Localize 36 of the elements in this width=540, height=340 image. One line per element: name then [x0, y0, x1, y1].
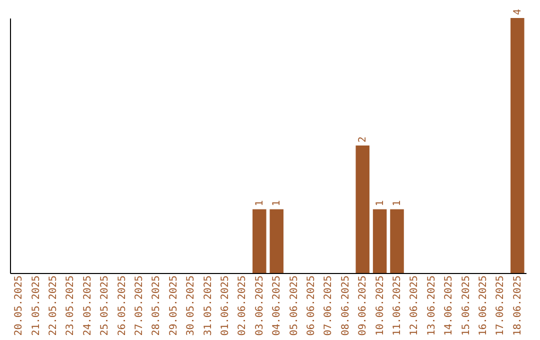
x-tick-label: 02.06.2025 — [237, 276, 248, 336]
data-label: 1 — [374, 200, 386, 206]
x-tick-label: 12.06.2025 — [409, 276, 420, 336]
x-tick-label: 21.05.2025 — [30, 276, 42, 336]
x-tick-label: 17.06.2025 — [495, 276, 506, 336]
x-tick-label: 04.06.2025 — [272, 276, 283, 336]
x-tick-label: 16.06.2025 — [478, 276, 489, 336]
x-tick-label: 20.05.2025 — [14, 276, 25, 336]
data-label: 1 — [254, 200, 266, 206]
x-tick-label: 03.06.2025 — [254, 276, 266, 336]
x-tick-label: 14.06.2025 — [444, 276, 455, 336]
x-tick-label: 30.05.2025 — [186, 276, 197, 336]
x-tick-label: 27.05.2025 — [134, 276, 145, 336]
x-tick-label: 10.06.2025 — [374, 276, 386, 336]
x-tick-label: 31.05.2025 — [202, 276, 214, 336]
x-tick-label: 11.06.2025 — [392, 276, 403, 336]
x-tick-label: 08.06.2025 — [340, 276, 352, 336]
data-label: 1 — [392, 200, 403, 206]
x-tick-label: 25.05.2025 — [100, 276, 111, 336]
x-tick-label: 24.05.2025 — [82, 276, 94, 336]
x-tick-label: 15.06.2025 — [460, 276, 472, 336]
data-label: 1 — [272, 200, 283, 206]
x-tick-label: 01.06.2025 — [220, 276, 231, 336]
x-tick-label: 05.06.2025 — [288, 276, 300, 336]
data-label: 2 — [358, 136, 369, 142]
x-tick-label: 23.05.2025 — [65, 276, 76, 336]
x-tick-label: 18.06.2025 — [512, 276, 524, 336]
x-tick-label: 09.06.2025 — [358, 276, 369, 336]
x-tick-label: 13.06.2025 — [426, 276, 438, 336]
x-tick-label: 06.06.2025 — [306, 276, 317, 336]
x-tick-label: 28.05.2025 — [151, 276, 162, 336]
x-tick-label: 22.05.2025 — [48, 276, 59, 336]
x-tick-label: 26.05.2025 — [116, 276, 128, 336]
x-tick-label: 29.05.2025 — [168, 276, 180, 336]
data-label: 4 — [512, 8, 524, 15]
x-tick-label: 07.06.2025 — [323, 276, 334, 336]
